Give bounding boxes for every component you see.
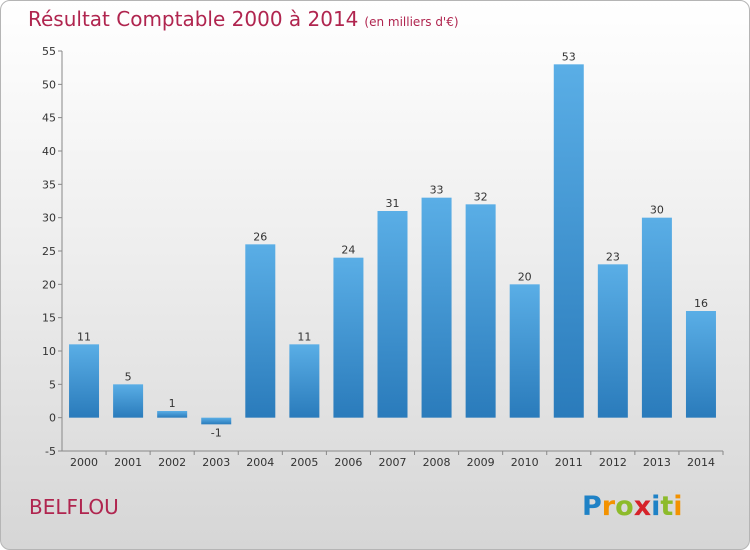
x-tick-label: 2001	[114, 456, 142, 469]
y-tick-label: 20	[42, 278, 56, 291]
y-tick-label: 15	[42, 312, 56, 325]
x-tick-label: 2002	[158, 456, 186, 469]
y-tick-label: 55	[42, 45, 56, 58]
chart-subtitle: (en milliers d'€)	[364, 15, 459, 29]
y-tick-label: 30	[42, 212, 56, 225]
x-tick-label: 2010	[511, 456, 539, 469]
bar-value-label: 23	[606, 250, 620, 263]
x-tick-label: 2012	[599, 456, 627, 469]
bar	[597, 264, 628, 418]
bar	[553, 64, 584, 418]
logo-letter: t	[660, 491, 674, 522]
x-tick-label: 2011	[555, 456, 583, 469]
bar-value-label: 31	[386, 197, 400, 210]
bar	[201, 417, 232, 425]
y-tick-label: 5	[49, 378, 56, 391]
bar-value-label: 32	[474, 190, 488, 203]
x-tick-label: 2013	[643, 456, 671, 469]
bar	[509, 284, 540, 418]
x-tick-label: 2014	[687, 456, 715, 469]
bar-value-label: 30	[650, 204, 664, 217]
x-tick-label: 2005	[290, 456, 318, 469]
x-tick-label: 2004	[246, 456, 274, 469]
y-tick-label: -5	[45, 445, 56, 458]
bar	[245, 244, 276, 418]
bar-value-label: 16	[694, 297, 708, 310]
logo-letter: o	[615, 491, 634, 522]
logo-letter: P	[582, 491, 602, 522]
bar-value-label: 11	[77, 330, 91, 343]
value-labels: 11 5 1 -1 26 11 24 31 33 32 20 53 23 30 16	[77, 50, 708, 439]
x-tick-label: 2000	[70, 456, 98, 469]
x-tick-label: 2006	[334, 456, 362, 469]
bar-value-label: 33	[430, 184, 444, 197]
logo-letter: i	[673, 491, 683, 522]
bar	[157, 411, 188, 418]
bar-value-label: 5	[125, 370, 132, 383]
bar	[377, 211, 408, 418]
city-name: BELFLOU	[29, 495, 119, 519]
x-tick-label: 2008	[423, 456, 451, 469]
x-tick-label: 2009	[467, 456, 495, 469]
bar-value-label: 24	[341, 244, 355, 257]
logo-letter: x	[633, 491, 652, 522]
chart-title: Résultat Comptable 2000 à 2014 (en millie…	[28, 7, 459, 31]
bars	[69, 64, 716, 425]
logo-letter: r	[601, 491, 616, 522]
y-tick-label: 35	[42, 178, 56, 191]
y-tick-label: 10	[42, 345, 56, 358]
y-tick-label: 50	[42, 78, 56, 91]
bar	[69, 344, 100, 418]
y-tick-label: 45	[42, 112, 56, 125]
y-tick-label: 25	[42, 245, 56, 258]
bar-value-label: 53	[562, 50, 576, 63]
y-tick-label: 40	[42, 145, 56, 158]
bar	[113, 384, 144, 418]
bar-value-label: 1	[169, 397, 176, 410]
title-text: Résultat Comptable 2000 à 2014	[28, 7, 359, 31]
x-tick-label: 2003	[202, 456, 230, 469]
bar-value-label: 20	[518, 270, 532, 283]
bar	[465, 204, 496, 418]
y-tick-label: 0	[49, 412, 56, 425]
bar	[421, 197, 452, 418]
bar	[289, 344, 320, 418]
proxiti-logo: Proxiti	[582, 491, 683, 522]
x-tick-label: 2007	[379, 456, 407, 469]
bar	[641, 217, 672, 418]
bar-value-label: 26	[253, 230, 267, 243]
bar-value-label: 11	[297, 330, 311, 343]
bar-value-label: -1	[211, 426, 222, 439]
logo-letter: i	[651, 491, 661, 522]
bar	[333, 257, 364, 418]
bar	[685, 311, 716, 418]
